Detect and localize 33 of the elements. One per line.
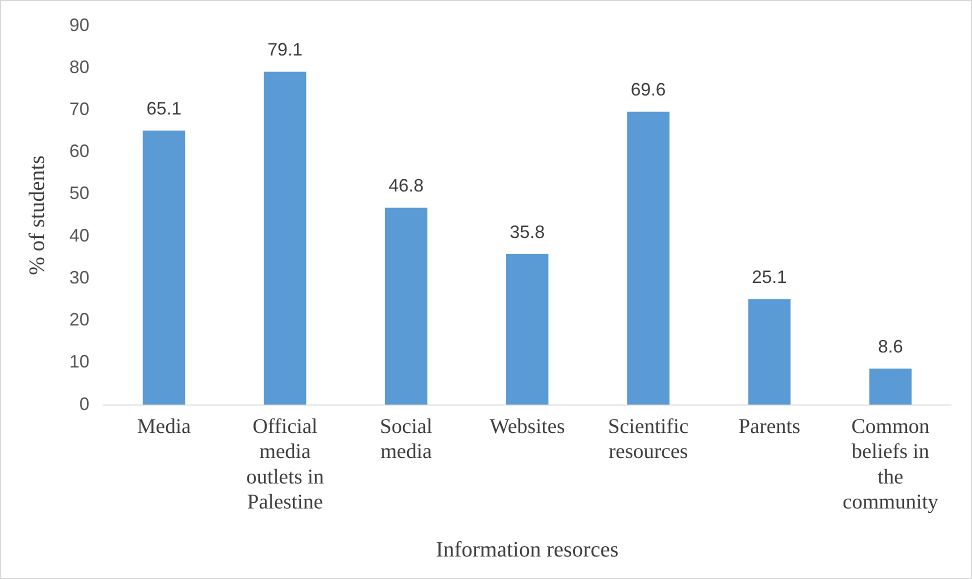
x-tick-label: Social media [380, 414, 433, 464]
x-tick-label: Official media outlets in Palestine [246, 414, 324, 514]
bar [142, 130, 186, 405]
bar [869, 368, 912, 405]
data-label: 46.8 [388, 176, 424, 196]
bar [264, 72, 306, 405]
data-label: 35.8 [510, 222, 545, 242]
data-label: 25.1 [752, 267, 787, 288]
data-label: 65.1 [146, 98, 182, 119]
data-label: 8.6 [878, 336, 903, 357]
y-axis-title: % of students [24, 155, 49, 276]
x-tick-label: Media [137, 414, 192, 438]
data-label: 79.1 [268, 40, 303, 60]
y-tick-label: 90 [69, 14, 90, 35]
y-tick-label: 0 [79, 394, 90, 414]
x-tick-label: Common beliefs in the community [842, 414, 939, 514]
bar [748, 299, 791, 405]
x-tick-label: Scientific resources [608, 414, 689, 464]
data-label: 69.6 [630, 80, 666, 100]
x-axis-title: Information resorces [436, 536, 619, 562]
y-tick-label: 10 [69, 352, 90, 372]
x-tick-label: Websites [490, 414, 565, 438]
y-tick-label: 20 [69, 310, 90, 330]
y-tick-label: 40 [69, 225, 90, 246]
y-tick-label: 70 [69, 98, 90, 119]
bar [384, 208, 428, 405]
x-tick-label: Parents [738, 414, 800, 438]
bar [627, 112, 670, 405]
y-tick-label: 80 [69, 56, 90, 77]
y-tick-label: 50 [69, 183, 90, 204]
bar [506, 254, 548, 405]
y-tick-label: 60 [69, 141, 90, 162]
y-tick-label: 30 [69, 267, 90, 288]
